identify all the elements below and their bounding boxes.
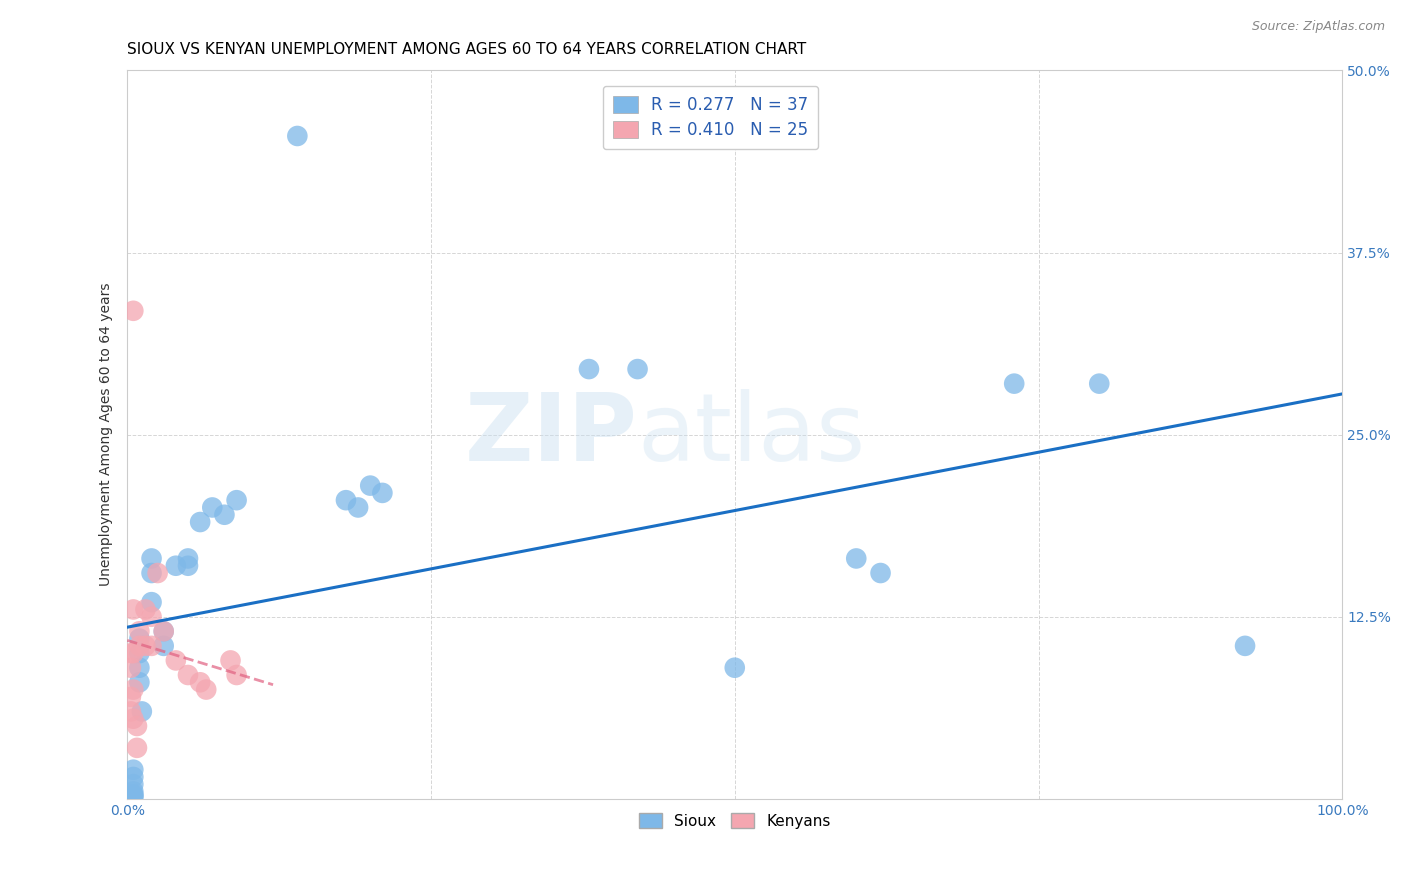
Point <box>122 777 145 791</box>
Point <box>1088 376 1111 391</box>
Point <box>335 493 357 508</box>
Point <box>122 784 145 798</box>
Point <box>141 595 163 609</box>
Point <box>122 712 145 726</box>
Point <box>122 763 145 777</box>
Point <box>1002 376 1025 391</box>
Point <box>122 770 145 784</box>
Point <box>122 646 145 660</box>
Point <box>165 653 187 667</box>
Point <box>134 602 156 616</box>
Point <box>214 508 236 522</box>
Point <box>128 639 150 653</box>
Point <box>122 788 145 802</box>
Point <box>845 551 868 566</box>
Point <box>120 646 142 660</box>
Point <box>122 602 145 616</box>
Point <box>724 661 747 675</box>
Point <box>188 675 211 690</box>
Point <box>195 682 218 697</box>
Point <box>152 624 174 639</box>
Point <box>371 486 394 500</box>
Point <box>869 566 891 580</box>
Text: SIOUX VS KENYAN UNEMPLOYMENT AMONG AGES 60 TO 64 YEARS CORRELATION CHART: SIOUX VS KENYAN UNEMPLOYMENT AMONG AGES … <box>128 42 807 57</box>
Point <box>141 566 163 580</box>
Point <box>128 632 150 646</box>
Point <box>219 653 242 667</box>
Point <box>141 551 163 566</box>
Point <box>120 705 142 719</box>
Point <box>128 661 150 675</box>
Point <box>201 500 224 515</box>
Point <box>122 682 145 697</box>
Point <box>141 639 163 653</box>
Point <box>122 789 145 803</box>
Point <box>146 566 169 580</box>
Point <box>578 362 600 376</box>
Point <box>1234 639 1257 653</box>
Point <box>225 493 247 508</box>
Point <box>141 609 163 624</box>
Point <box>626 362 648 376</box>
Point <box>128 675 150 690</box>
Point <box>152 624 174 639</box>
Text: ZIP: ZIP <box>464 389 637 481</box>
Point <box>120 690 142 704</box>
Point <box>225 668 247 682</box>
Point <box>165 558 187 573</box>
Legend: Sioux, Kenyans: Sioux, Kenyans <box>633 806 837 835</box>
Point <box>122 303 145 318</box>
Point <box>285 128 308 143</box>
Point <box>134 639 156 653</box>
Point <box>128 646 150 660</box>
Text: Source: ZipAtlas.com: Source: ZipAtlas.com <box>1251 20 1385 33</box>
Point <box>177 558 200 573</box>
Point <box>359 478 381 492</box>
Point <box>122 790 145 805</box>
Y-axis label: Unemployment Among Ages 60 to 64 years: Unemployment Among Ages 60 to 64 years <box>100 283 114 586</box>
Point <box>128 624 150 639</box>
Point <box>152 639 174 653</box>
Point <box>177 668 200 682</box>
Point <box>131 705 153 719</box>
Point <box>120 661 142 675</box>
Point <box>125 719 148 733</box>
Point <box>177 551 200 566</box>
Text: atlas: atlas <box>637 389 866 481</box>
Point <box>125 740 148 755</box>
Point <box>188 515 211 529</box>
Point <box>347 500 370 515</box>
